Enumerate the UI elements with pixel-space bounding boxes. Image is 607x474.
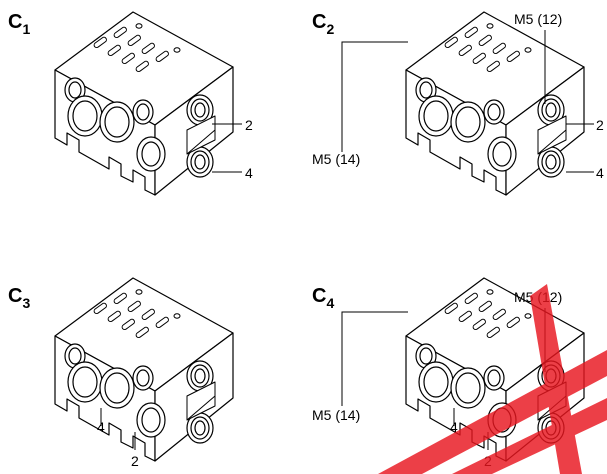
callout-m5-14: M5 (14) [312, 407, 360, 423]
panel-c3-label: C3 [8, 285, 30, 311]
callout-port-4: 4 [97, 419, 105, 435]
callout-port-4: 4 [596, 165, 604, 181]
callout-port-2: 2 [131, 453, 139, 469]
callout-port-2: 2 [245, 117, 253, 133]
callout-m5-12: M5 (12) [514, 11, 562, 27]
watermark-stripe [530, 284, 582, 474]
leader-line [341, 41, 408, 152]
manifold-block-c3 [54, 277, 234, 462]
callout-m5-14: M5 (14) [312, 151, 360, 167]
leader-line [341, 311, 408, 406]
panel-c4-label: C4 [312, 285, 334, 311]
panel-c1: C1 2 4 [8, 11, 253, 196]
panel-c2: C2 M5 (12) 2 4 M5 (14) [312, 11, 604, 196]
manifold-block-c1 [54, 11, 234, 196]
panel-c2-label: C2 [312, 11, 334, 37]
callout-port-4: 4 [450, 419, 458, 435]
manifold-block-c2 [405, 11, 585, 196]
panel-c1-label: C1 [8, 11, 30, 37]
panel-c3: C3 4 2 [8, 277, 234, 469]
callout-port-2: 2 [596, 117, 604, 133]
callout-port-4: 4 [245, 165, 253, 181]
watermark-logo [378, 284, 607, 474]
